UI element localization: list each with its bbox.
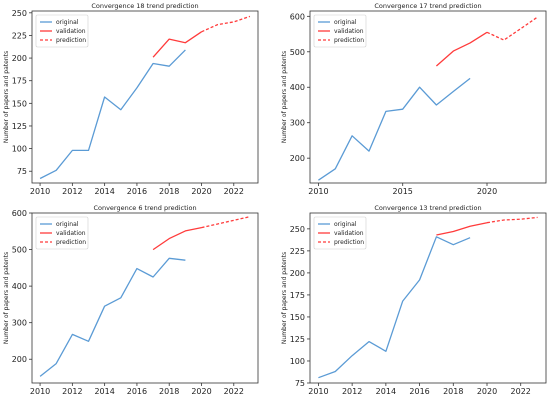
chart-title: Convergence 17 trend prediction [374,2,481,10]
legend-label-prediction: prediction [334,37,364,44]
y-tick-label: 100 [12,145,27,154]
x-tick-label: 2012 [62,187,82,196]
x-tick-label: 2010 [30,387,50,396]
x-tick-label: 2010 [308,187,328,196]
legend-label-validation: validation [56,28,86,35]
chart-panel-2: Convergence 17 trend prediction 2010 2015 2… [281,2,547,196]
plot-area [31,212,259,384]
series-line-validation [152,226,202,251]
legend-label-prediction: prediction [56,37,86,44]
legend-box [313,14,367,48]
y-axis-label: Number of papers and patents [281,51,288,143]
x-tick-label: 2014 [94,387,114,396]
legend: original validation prediction [313,14,367,48]
y-tick-label: 400 [290,83,305,92]
legend-label-original: original [56,19,79,26]
y-tick-label: 250 [12,9,27,18]
legend-label-validation: validation [334,28,364,35]
chart-panel-3: Convergence 6 trend prediction 2010 2012 20… [3,204,259,396]
x-tick-label: 2015 [393,187,413,196]
y-tick-label: 175 [290,291,305,300]
x-tick-label: 2020 [477,387,497,396]
legend-label-prediction: prediction [56,239,86,246]
x-tick-label: 2018 [159,187,179,196]
y-tick-label: 400 [12,282,27,291]
y-tick-label: 175 [12,77,27,86]
y-tick-label: 200 [12,355,27,364]
y-tick-label: 75 [295,379,305,388]
series-line-prediction [486,16,538,41]
y-tick-label: 75 [17,167,27,176]
plot-area [309,212,547,384]
y-tick-label: 225 [12,31,27,40]
y-axis-label: Number of papers and patents [3,252,10,344]
plot-area [309,10,547,184]
y-tick-label: 150 [12,99,27,108]
x-tick-label: 2020 [191,387,211,396]
legend: original validation prediction [313,216,367,250]
x-tick-label: 2014 [94,187,114,196]
x-tick-label: 2022 [224,187,244,196]
series-line-original [318,77,471,181]
chart-title: Convergence 6 trend prediction [93,204,196,212]
chart-title: Convergence 18 trend prediction [91,2,198,10]
x-tick-label: 2010 [30,187,50,196]
x-tick-label: 2018 [443,387,463,396]
series-line-validation [436,222,488,236]
chart-panel-1: Convergence 18 trend prediction 2010 2012 2… [3,2,259,196]
y-tick-label: 200 [290,154,305,163]
x-tick-label: 2016 [127,387,147,396]
y-tick-label: 200 [12,54,27,63]
series-line-validation [152,31,202,58]
legend: original validation prediction [35,14,89,48]
legend-label-original: original [56,221,79,228]
legend-label-validation: validation [56,230,86,237]
x-tick-label: 2016 [409,387,429,396]
y-tick-label: 500 [290,48,305,57]
legend-label-validation: validation [334,230,364,237]
x-tick-label: 2010 [308,387,328,396]
y-tick-label: 500 [12,246,27,255]
y-tick-label: 600 [12,209,27,218]
series-line-prediction [201,216,251,229]
series-line-prediction [201,15,251,33]
legend-label-prediction: prediction [334,239,364,246]
legend-label-original: original [334,19,357,26]
y-tick-label: 300 [290,119,305,128]
legend-box [313,216,367,250]
x-tick-label: 2014 [376,387,396,396]
y-tick-label: 100 [290,357,305,366]
series-line-original [39,257,186,377]
x-tick-label: 2020 [477,187,497,196]
series-line-prediction [486,216,538,224]
series-line-original [39,49,186,180]
series-line-original [318,236,471,379]
x-tick-label: 2016 [127,187,147,196]
y-axis-label: Number of papers and patents [3,51,10,143]
y-tick-label: 150 [290,313,305,322]
x-tick-label: 2012 [342,387,362,396]
y-axis-label: Number of papers and patents [281,252,288,344]
chart-title: Convergence 13 trend prediction [374,204,481,212]
chart-panel-4: Convergence 13 trend prediction 2010 2012 2… [281,204,547,396]
y-tick-label: 250 [290,225,305,234]
y-tick-label: 600 [290,12,305,21]
x-tick-label: 2018 [159,387,179,396]
y-tick-label: 125 [290,335,305,344]
y-tick-label: 200 [290,269,305,278]
x-tick-label: 2022 [511,387,531,396]
series-line-validation [435,31,488,67]
legend-label-original: original [334,221,357,228]
legend: original validation prediction [35,216,89,250]
legend-box [35,216,89,250]
y-tick-label: 300 [12,319,27,328]
x-tick-label: 2020 [191,187,211,196]
plot-area [31,10,259,184]
legend-box [35,14,89,48]
y-tick-label: 225 [290,247,305,256]
y-tick-label: 125 [12,122,27,131]
x-tick-label: 2022 [224,387,244,396]
x-tick-label: 2012 [62,387,82,396]
